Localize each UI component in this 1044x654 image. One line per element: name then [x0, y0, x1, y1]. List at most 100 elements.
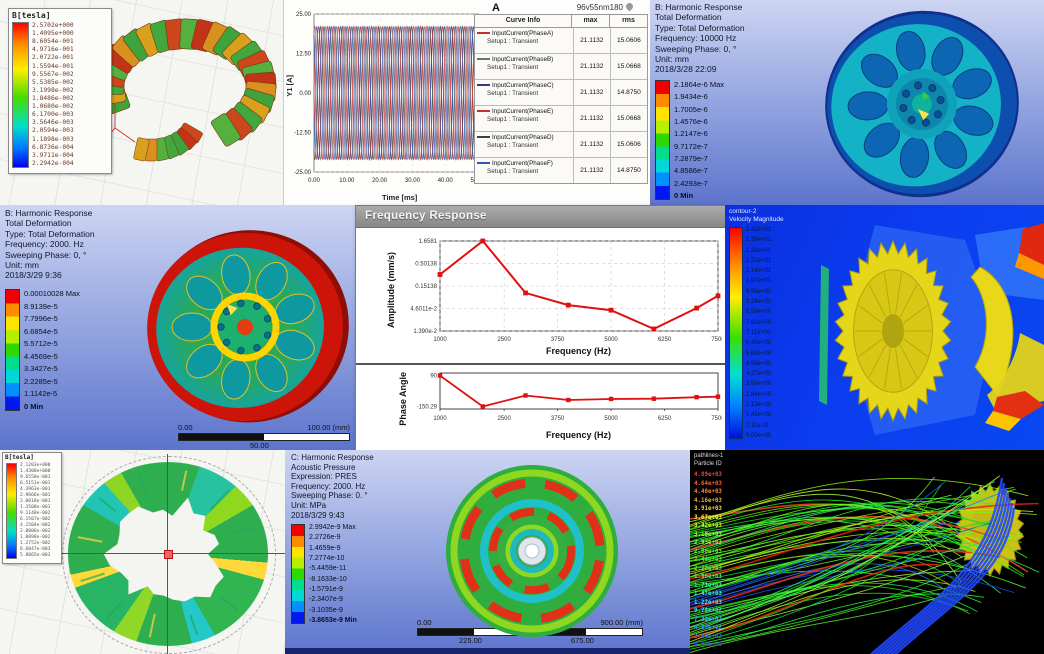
legend-value: 4.1504e-002: [20, 523, 51, 528]
curve-row[interactable]: InputCurrent(PhaseF) Setup1 : Transient …: [475, 157, 647, 183]
legend-value: 1.3508e-001: [20, 505, 51, 510]
header-line: Expression: PRES: [291, 472, 357, 482]
legend-value: 1.47e+03: [694, 591, 722, 597]
legend-value: 2.9666e-001: [20, 493, 51, 498]
legend-value: 4.64e+03: [694, 480, 722, 487]
svg-text:3750: 3750: [551, 416, 565, 422]
curve-name: InputCurrent(PhaseC): [492, 82, 554, 89]
legend-value: 2.8006e-002: [20, 529, 51, 534]
svg-text:2500: 2500: [497, 337, 511, 343]
field-legend-box: B[tesla] 2.5702e+000 1.4095e+000 8.6054e-0…: [8, 8, 112, 174]
svg-text:7500: 7500: [711, 416, 722, 422]
result-legend: 2.1864e-6 Max 1.9434e-6 1.7005e-6 1.4576e-6…: [655, 80, 724, 200]
legend-value: 5.5385e-002: [32, 78, 74, 86]
legend-value: 3.91e+03: [694, 506, 722, 512]
svg-text:6250: 6250: [658, 337, 672, 343]
scale-ruler: 0.00 100.00 (mm) 50.00: [178, 423, 350, 450]
legend-value: -5.4459e-11: [309, 565, 347, 573]
svg-text:30.00: 30.00: [405, 178, 421, 184]
svg-text:-150.29: -150.29: [417, 404, 438, 410]
header-max: max: [571, 15, 609, 27]
header-line: 2018/3/28 22:09: [655, 64, 717, 75]
header-line: C: Harmonic Response: [291, 453, 374, 462]
legend-value: 5.8065e-003: [20, 553, 51, 558]
svg-text:1000: 1000: [433, 416, 447, 422]
legend-value: 8.6054e-001: [32, 38, 74, 46]
header-line: Sweeping Phase: 0, °: [5, 249, 87, 260]
legend-value: 3.5646e-003: [32, 119, 74, 127]
curve-setup: Setup1 : Transient: [487, 64, 539, 71]
header-line: Total Deformation: [5, 218, 72, 229]
ruler-mid: 50.00: [250, 441, 269, 450]
legend-value: 6.1700e-003: [32, 111, 74, 119]
legend-value: 2.13e+00: [746, 402, 772, 409]
curve-row[interactable]: InputCurrent(PhaseA) Setup1 : Transient …: [475, 28, 647, 53]
svg-text:4.6011e-2: 4.6011e-2: [410, 306, 437, 312]
svg-text:1.390e-2: 1.390e-2: [413, 329, 437, 335]
legend-value: 2.2942e-004: [32, 159, 74, 167]
header-line: Type: Total Deformation: [5, 228, 95, 239]
deformed-wheel-model: [147, 230, 349, 423]
svg-text:-25.00: -25.00: [294, 170, 312, 176]
plot-title: A: [492, 2, 500, 14]
legend-value: 3.9711e-004: [32, 151, 74, 159]
legend-value: 3.3427e-5: [24, 364, 58, 374]
curve-name: InputCurrent(PhaseD): [492, 134, 554, 141]
annotation-pin[interactable]: 96v55nm180: [576, 1, 635, 12]
curve-name-cell: InputCurrent(PhaseC) Setup1 : Transient: [475, 80, 573, 105]
legend-value: 0.00010028 Max: [24, 289, 80, 298]
pathlines-title: pathlines-1 Particle ID: [694, 453, 723, 468]
legend-values: 2.1864e-6 Max 1.9434e-6 1.7005e-6 1.4576e-6…: [674, 80, 724, 200]
legend-value: 6.40e+00: [746, 340, 772, 347]
velocity-contour-plot: [819, 223, 1044, 435]
curve-swatch: [477, 84, 490, 87]
curve-rms: 15.0668: [609, 106, 647, 131]
legend-value: 1.71e+03: [694, 582, 722, 589]
legend-value: 9.5567e-002: [32, 70, 74, 78]
window-bottom-strip: [285, 648, 690, 654]
header-line: Frequency: 2000. Hz: [5, 239, 84, 250]
curve-name: InputCurrent(PhaseE): [492, 108, 554, 115]
legend-value: 7.2774e-10: [309, 554, 345, 562]
curve-max: 21.1132: [572, 28, 610, 53]
legend-value: 1.42e+00: [746, 412, 772, 419]
legend-value: 2.2285e-5: [24, 376, 58, 386]
window-titlebar[interactable]: Frequency Response: [356, 206, 725, 228]
legend-value: 1.28e+01: [746, 247, 772, 254]
svg-text:1000: 1000: [433, 337, 447, 343]
legend-value: 2.44e+03: [694, 557, 722, 563]
legend-value: 6.5151e-001: [20, 481, 51, 486]
result-legend: 0.00010028 Max 8.9139e-5 7.7996e-5 6.6854e-…: [5, 289, 80, 411]
frequency-response-window: Frequency Response Amplitude (mm/s) 1000…: [355, 205, 726, 451]
curve-swatch: [477, 58, 490, 61]
stator-inner-region: [77, 470, 259, 638]
curve-setup: Setup1 : Transient: [487, 116, 539, 123]
curve-name-cell: InputCurrent(PhaseA) Setup1 : Transient: [475, 28, 573, 53]
center-marker: [164, 550, 173, 559]
legend-value: 7.7996e-5: [24, 314, 58, 324]
contour-title: contour-2 Velocity Magnitude: [729, 208, 784, 224]
pin-label: 96v55nm180: [576, 3, 623, 12]
curve-name-cell: InputCurrent(PhaseF) Setup1 : Transient: [475, 158, 573, 183]
legend-value: 2.20e+03: [694, 565, 722, 572]
legend-value: 1.4576e-6: [674, 116, 708, 126]
legend-value: 2.0018e-001: [20, 499, 51, 504]
legend-value: 1.21e+01: [746, 257, 772, 264]
legend-value: 1.8898e-002: [20, 535, 51, 540]
colorbar: [12, 22, 29, 168]
curve-row[interactable]: InputCurrent(PhaseC) Setup1 : Transient …: [475, 79, 647, 105]
svg-text:12.50: 12.50: [296, 52, 312, 58]
legend-value: 3.42e+03: [694, 523, 722, 529]
legend-value: 4.98e+00: [746, 360, 772, 367]
streamlines-plot: [690, 475, 1040, 654]
field-legend-title: B[tesla]: [12, 11, 51, 20]
curve-row[interactable]: InputCurrent(PhaseD) Setup1 : Transient …: [475, 131, 647, 157]
header-line: Frequency: 10000 Hz: [655, 33, 737, 44]
result-legend: 2.9942e-9 Max 2.2726e-9 1.4659e-9 7.2774e-1…: [291, 524, 357, 624]
curve-row[interactable]: InputCurrent(PhaseE) Setup1 : Transient …: [475, 105, 647, 131]
curve-row[interactable]: InputCurrent(PhaseB) Setup1 : Transient …: [475, 53, 647, 79]
legend-value: 0.00e+00: [694, 642, 722, 648]
legend-value: 0 Min: [24, 401, 44, 411]
svg-text:5000: 5000: [604, 416, 618, 422]
legend-value: 5.69e+00: [746, 350, 772, 357]
